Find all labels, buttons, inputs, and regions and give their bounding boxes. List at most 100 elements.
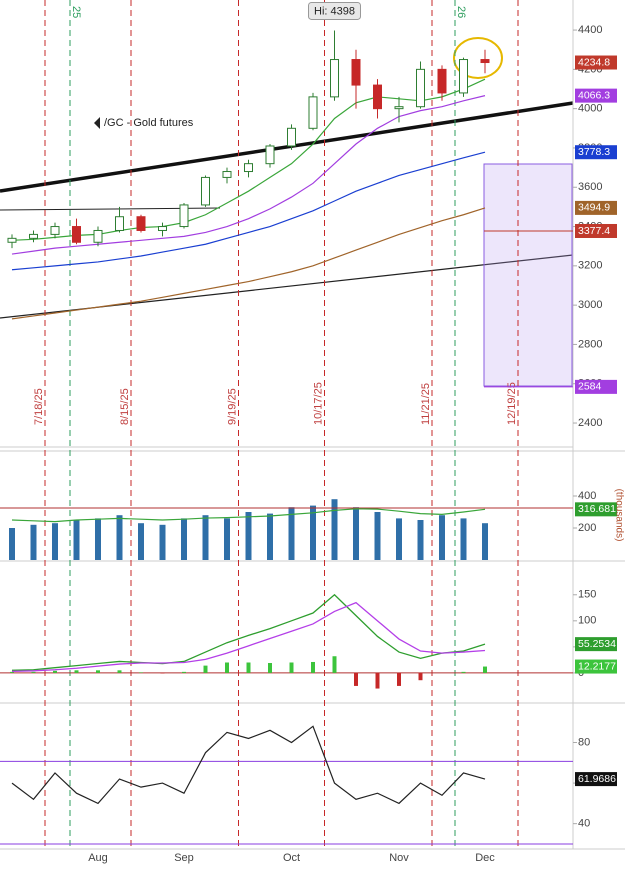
histogram-bar [203,665,208,673]
candle-body [201,176,210,206]
x-tick-label: Dec [475,852,495,864]
histogram-bar [289,662,294,673]
value-tag [575,55,617,70]
date-label: 7/18/25 [33,388,45,425]
value-tag-label: 2584 [578,381,602,393]
y-tick-label: 3600 [578,181,602,193]
volume-bar [138,523,144,560]
x-tick-label: Oct [283,852,300,864]
candle-body [50,226,60,235]
line [11,207,486,320]
date-label: 11/21/25 [420,383,432,425]
candle-body [29,233,38,239]
candle-body [394,106,404,110]
line [11,593,486,671]
panel-separators [0,0,625,850]
volume-bar [267,513,273,560]
line [11,95,486,255]
value-tag [575,659,617,674]
volume-bar [460,518,467,560]
volume-bar [159,524,166,560]
value-tag [575,88,617,103]
value-tag-label: 61.9686 [578,773,616,785]
trend-line [0,101,574,193]
line [11,151,486,271]
candle-body [244,163,253,173]
date-label: 9/19/25 [226,388,238,425]
volume-bar [73,520,80,560]
y-tick-label: 4000 [578,103,602,115]
candle-body [308,96,318,129]
volume-bar [245,512,252,560]
y-tick-label: 4400 [578,24,602,36]
x-tick-label: Sep [174,852,194,864]
value-tag-label: 316.681 [578,503,616,515]
high-marker-label: Hi: 4398 [314,5,355,17]
cycle-label: 25 [70,6,82,18]
volume-bar [288,507,295,560]
volume-bar [396,518,402,560]
candle-body [416,68,425,108]
candle-body [265,145,275,165]
histogram-bar [53,670,57,673]
histogram-bar [268,663,272,673]
candle-body [480,59,490,64]
y-tick-label: 150 [578,589,596,601]
histogram-bar [225,662,229,673]
candle-body [330,59,339,98]
y-tick-label: 100 [578,615,596,627]
volume-bar [95,518,101,560]
value-tag [575,379,617,394]
volume-bar [116,515,123,560]
histogram-bar [246,662,251,673]
histogram-bar [74,670,79,673]
chart-title: /GC - Gold futures [104,117,194,129]
value-tag-label: 4066.3 [578,89,610,101]
y-tick-label: 2400 [578,417,602,429]
histogram-bar [483,666,487,673]
histogram-bar [397,672,401,686]
volume-bar [439,515,445,560]
x-tick-label: Aug [88,852,108,864]
y-tick-label: 40 [578,818,590,830]
value-tag [575,223,617,238]
volume-bar [331,499,338,560]
histogram-bar [375,672,380,689]
value-tag-label: 3494.9 [578,202,610,214]
candle-body [373,84,382,110]
candle-body [179,204,189,228]
highlight-circle [453,37,503,79]
line [11,725,486,805]
line [11,601,486,672]
value-area [483,163,573,387]
histogram-bar [354,672,358,686]
value-tag [575,502,617,517]
volume-bar [52,523,58,560]
histogram-bar [117,670,122,673]
candle-body [351,59,361,86]
candle-body [72,226,81,243]
histogram-bar [31,671,36,673]
line [11,508,486,523]
candle-body [7,237,17,243]
candle-body [287,127,296,147]
volume-bar [374,512,381,560]
y-tick-label: 3200 [578,260,602,272]
date-label: 8/15/25 [119,388,131,425]
histogram-bar [332,656,337,673]
candle-body [437,68,447,94]
volume-bar [353,507,359,560]
volume-bar [310,505,316,560]
y-tick-label: 200 [578,522,596,534]
candle-body [222,171,232,178]
value-tag-label: 3377.4 [578,225,610,237]
value-tag [575,200,617,215]
histogram-bar [10,671,14,673]
candle-body [158,226,167,231]
value-tag-label: 55.2534 [578,638,616,650]
histogram-bar [139,672,143,673]
candle-body [115,216,124,231]
value-tag [575,637,617,652]
